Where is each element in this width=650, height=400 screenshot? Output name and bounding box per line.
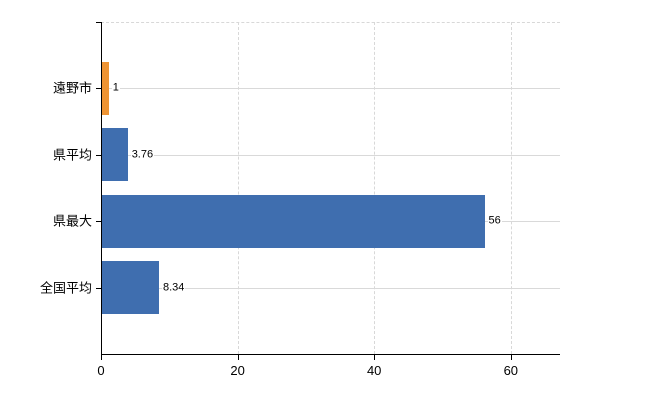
vertical-gridline — [237, 22, 239, 354]
x-axis-tick — [237, 354, 239, 360]
category-label: 遠野市 — [52, 80, 92, 96]
x-tick-label: 60 — [503, 363, 519, 378]
category-gridline — [101, 287, 560, 289]
y-axis-line — [101, 22, 102, 354]
x-axis-line — [101, 354, 560, 355]
x-tick-label: 40 — [366, 363, 382, 378]
y-axis-tick — [96, 221, 101, 223]
value-label: 8.34 — [162, 281, 186, 295]
x-axis-tick — [374, 354, 376, 360]
bar-1 — [102, 61, 109, 115]
category-gridline — [101, 154, 560, 156]
value-label: 1 — [111, 81, 120, 95]
x-axis-tick — [101, 354, 102, 360]
value-label: 56 — [487, 214, 502, 228]
vertical-gridline — [510, 22, 512, 354]
value-label: 3.76 — [130, 148, 155, 162]
y-axis-end-tick — [96, 22, 101, 23]
x-axis-tick — [510, 354, 512, 360]
category-label: 県平均 — [52, 147, 92, 163]
bar-2 — [102, 128, 128, 182]
x-tick-label: 20 — [230, 363, 245, 378]
vertical-gridline — [374, 22, 376, 354]
category-label: 全国平均 — [39, 280, 92, 296]
category-label: 県最大 — [52, 213, 92, 229]
y-axis-tick — [96, 287, 101, 289]
category-gridline — [101, 88, 560, 90]
bar-4 — [102, 261, 159, 315]
plot-top-border — [101, 22, 560, 23]
y-axis-tick — [96, 154, 101, 156]
x-tick-label: 0 — [97, 363, 105, 378]
y-axis-tick — [96, 88, 101, 90]
bar-3 — [102, 194, 485, 248]
